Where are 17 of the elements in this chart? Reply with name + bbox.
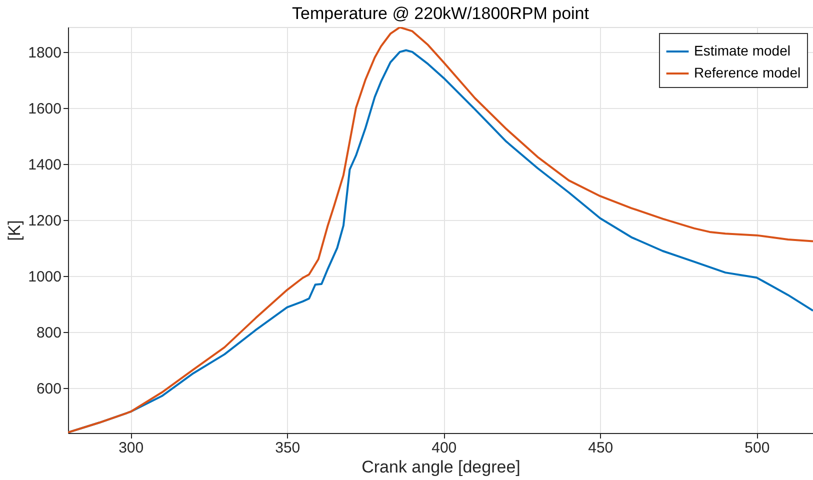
y-tick-label: 600 <box>36 380 62 398</box>
y-tick-label: 1200 <box>28 212 62 230</box>
y-tick-label: 1600 <box>28 100 62 118</box>
y-tick-label: 1000 <box>28 268 62 286</box>
x-tick-label: 300 <box>118 440 144 456</box>
x-tick-label: 400 <box>432 440 457 456</box>
y-axis-title: [K] <box>5 220 24 241</box>
legend-label: Reference model <box>694 64 801 80</box>
legend-label: Estimate model <box>694 42 790 58</box>
x-tick-label: 450 <box>588 440 614 456</box>
x-axis-title: Crank angle [degree] <box>362 458 520 476</box>
y-tick-label: 1800 <box>28 44 62 62</box>
x-tick-label: 500 <box>744 440 770 456</box>
x-tick-label: 350 <box>275 440 300 456</box>
y-tick-label: 1400 <box>28 156 62 174</box>
chart-title: Temperature @ 220kW/1800RPM point <box>292 4 590 23</box>
y-tick-label: 800 <box>36 324 62 342</box>
